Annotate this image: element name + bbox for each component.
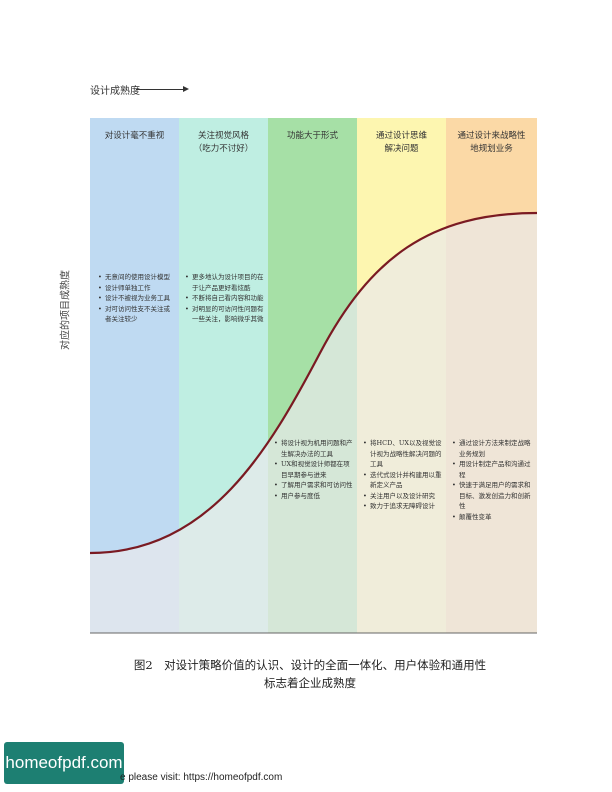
footer-link-text[interactable]: e please visit: https://homeofpdf.com [120, 772, 283, 783]
bullet-item: 更多地认为设计项目的在于让产品更好看炫酷 [185, 272, 265, 293]
site-logo[interactable]: homeofpdf.com [4, 742, 124, 784]
column-title-3: 功能大于形式 [286, 131, 338, 141]
bullet-item: 无意间的使用设计模型 [98, 272, 176, 283]
bullet-item: 了解用户需求和可访问性 [274, 480, 354, 491]
y-axis-label: 对应的项目成熟度 [60, 270, 72, 350]
bullet-item: 对可访问性支不关注或者关注较少 [98, 304, 176, 325]
bullet-item: 将设计视为机用问题和产生解决办法的工具 [274, 438, 354, 459]
column-3-bullets: 将设计视为机用问题和产生解决办法的工具 UX和视觉设计师都在项目早期参与进来 了… [274, 438, 354, 501]
column-title-5: 通过设计来战略性 地规划业务 [457, 131, 526, 154]
maturity-curve-fill [90, 213, 537, 633]
maturity-chart [90, 118, 537, 634]
bullet-item: 颠覆性变革 [452, 512, 534, 523]
bullet-item: 用户参与度低 [274, 491, 354, 502]
figure-caption: 图2 对设计策略价值的认识、设计的全面一体化、用户体验和通用性 标志着企业成熟度 [133, 658, 487, 690]
bullet-item: UX和视觉设计师都在项目早期参与进来 [274, 459, 354, 480]
bullet-item: 快速于满足用户的需求和目标、激发创造力和创新性 [452, 480, 534, 512]
column-title-2: 关注视觉风格 （吃力不讨好） [193, 131, 254, 154]
column-title-4: 通过设计思维 解决问题 [375, 131, 427, 154]
column-title-1: 对设计毫不重视 [104, 131, 165, 141]
maturity-figure: 设计成熟度 对设计毫不重视 关注视觉风格 （吃力不讨好） 功能大于形式 通过设计… [90, 78, 537, 638]
column-5-bullets: 通过设计方法来制定战略业务规划 用设计制定产品和沟通过程 快速于满足用户的需求和… [452, 438, 534, 522]
bullet-item: 对明显的可访问性问题有一些关注，影响微乎其微 [185, 304, 265, 325]
bullet-item: 设计不被视为业务工具 [98, 293, 176, 304]
bullet-item: 通过设计方法来制定战略业务规划 [452, 438, 534, 459]
x-axis-arrow [136, 86, 189, 92]
bullet-item: 致力于追求无障碍设计 [363, 501, 443, 512]
column-4-bullets: 将HCD、UX以及视觉设计视为战略性解决问题的工具 迭代式设计并构建用以重新定义… [363, 438, 443, 512]
x-axis-label: 设计成熟度 [90, 86, 140, 97]
bullet-item: 关注用户以及设计研究 [363, 491, 443, 502]
bullet-item: 迭代式设计并构建用以重新定义产品 [363, 470, 443, 491]
maturity-curve [90, 211, 537, 555]
bullet-item: 不断将自己看内容和功能 [185, 293, 265, 304]
bullet-item: 用设计制定产品和沟通过程 [452, 459, 534, 480]
column-1-bullets: 无意间的使用设计模型 设计师单独工作 设计不被视为业务工具 对可访问性支不关注或… [98, 272, 176, 325]
bullet-item: 设计师单独工作 [98, 283, 176, 294]
column-2-bullets: 更多地认为设计项目的在于让产品更好看炫酷 不断将自己看内容和功能 对明显的可访问… [185, 272, 265, 325]
bullet-item: 将HCD、UX以及视觉设计视为战略性解决问题的工具 [363, 438, 443, 470]
